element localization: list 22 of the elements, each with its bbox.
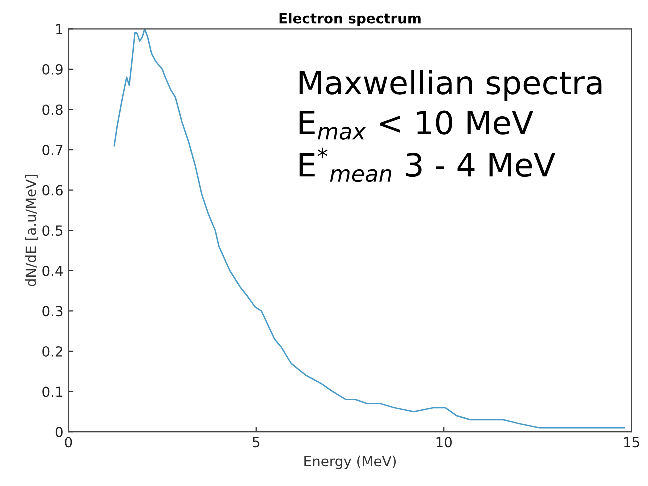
x-tick-label: 10 (436, 437, 452, 448)
x-tick-label: 15 (624, 437, 640, 448)
y-tick-label: 0.6 (42, 185, 63, 196)
y-tick-label: 0.9 (42, 64, 63, 75)
y-tick-label: 0.8 (42, 104, 63, 116)
line-series (114, 29, 625, 429)
annotation: E$^{*}$$_{mean}$ 3 - 4 MeV (300, 148, 556, 182)
y-tick-label: 0.7 (42, 144, 63, 156)
x-axis-title: Energy (MeV) (304, 456, 396, 470)
x-tick-label: 5 (253, 437, 260, 448)
y-tick-label: 0.1 (42, 386, 63, 398)
y-tick-label: 0 (56, 427, 63, 438)
chart-title: Electron spectrum (280, 13, 421, 26)
annotation: E$_{max}$ < 10 MeV (300, 110, 534, 140)
y-tick-label: 0.5 (42, 226, 63, 236)
y-axis-title: dN/dE [a.u/MeV] (26, 175, 38, 286)
y-tick-label: 1 (56, 24, 63, 34)
y-tick-label: 0.3 (42, 306, 63, 317)
y-tick-label: 0.2 (42, 346, 62, 357)
x-tick-label: 0 (65, 437, 72, 448)
y-tick-label: 0.4 (42, 266, 64, 276)
annotation: Maxwellian spectra (300, 70, 602, 102)
